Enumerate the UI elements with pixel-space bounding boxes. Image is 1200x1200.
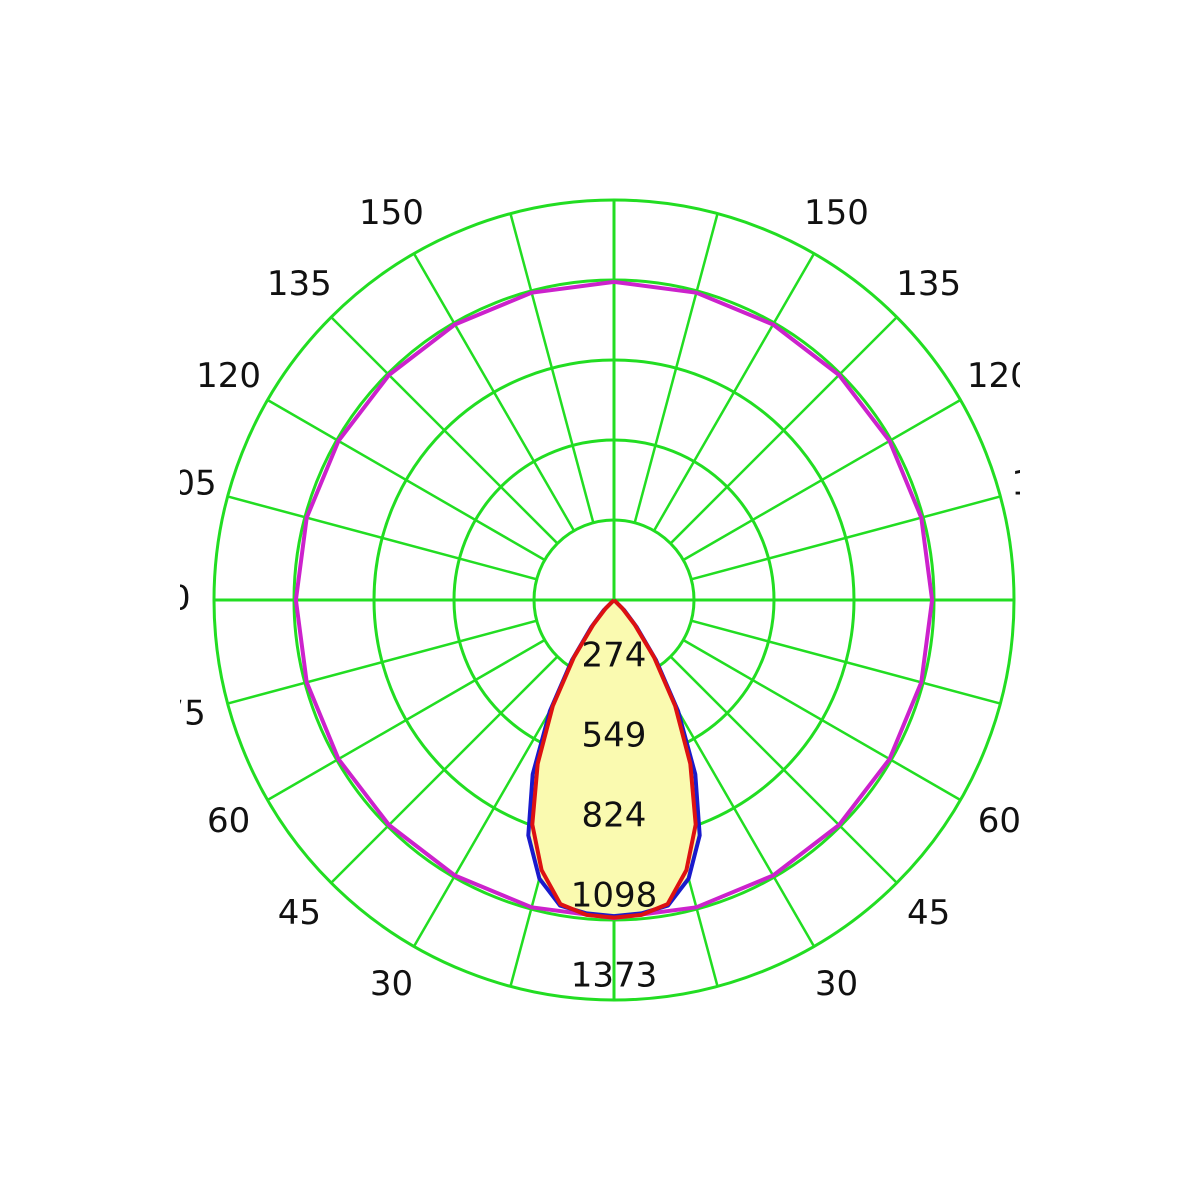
grid-spoke xyxy=(412,252,576,532)
grid-spoke xyxy=(669,655,898,884)
angle-label: 105 xyxy=(1011,463,1076,503)
grid-spoke xyxy=(690,619,1001,705)
plot-area: 1515303045456060757590901051051201201351… xyxy=(147,149,1076,1004)
grid-spoke xyxy=(682,638,962,802)
angle-label: 120 xyxy=(196,356,261,396)
radial-label: 1098 xyxy=(571,876,658,916)
grid-spoke xyxy=(266,398,546,562)
angle-label: 150 xyxy=(804,193,869,233)
angle-label: 105 xyxy=(152,463,217,503)
grid-spoke xyxy=(227,619,538,705)
grid-spoke xyxy=(633,213,719,524)
radial-label: 1373 xyxy=(571,956,658,996)
angle-label: 90 xyxy=(147,579,190,619)
grid-spoke xyxy=(652,252,816,532)
radial-label: 824 xyxy=(582,796,647,836)
grid-spoke xyxy=(227,495,538,581)
angle-label: 135 xyxy=(267,264,332,304)
angle-label: 30 xyxy=(370,964,413,1004)
angle-label: 45 xyxy=(278,893,321,933)
grid-spoke xyxy=(509,213,595,524)
radial-label: 274 xyxy=(582,636,647,676)
angle-label: 30 xyxy=(815,964,858,1004)
angle-label: 45 xyxy=(907,893,950,933)
grid-spoke xyxy=(266,638,546,802)
grid-spoke xyxy=(330,655,559,884)
grid-spoke xyxy=(669,316,898,545)
grid-spoke xyxy=(682,398,962,562)
angle-label: 60 xyxy=(978,801,1021,841)
grid-spoke xyxy=(330,316,559,545)
radial-label: 549 xyxy=(582,716,647,756)
angle-label: 165 xyxy=(466,149,531,189)
angle-label: 120 xyxy=(967,356,1032,396)
grid-spoke xyxy=(690,495,1001,581)
angle-label: 135 xyxy=(896,264,961,304)
beam-fill xyxy=(528,600,700,917)
angle-label: 150 xyxy=(359,193,424,233)
angle-label: 60 xyxy=(207,801,250,841)
angle-label: 165 xyxy=(697,149,762,189)
angle-label: 75 xyxy=(163,694,206,734)
intensity-curve xyxy=(530,598,698,920)
